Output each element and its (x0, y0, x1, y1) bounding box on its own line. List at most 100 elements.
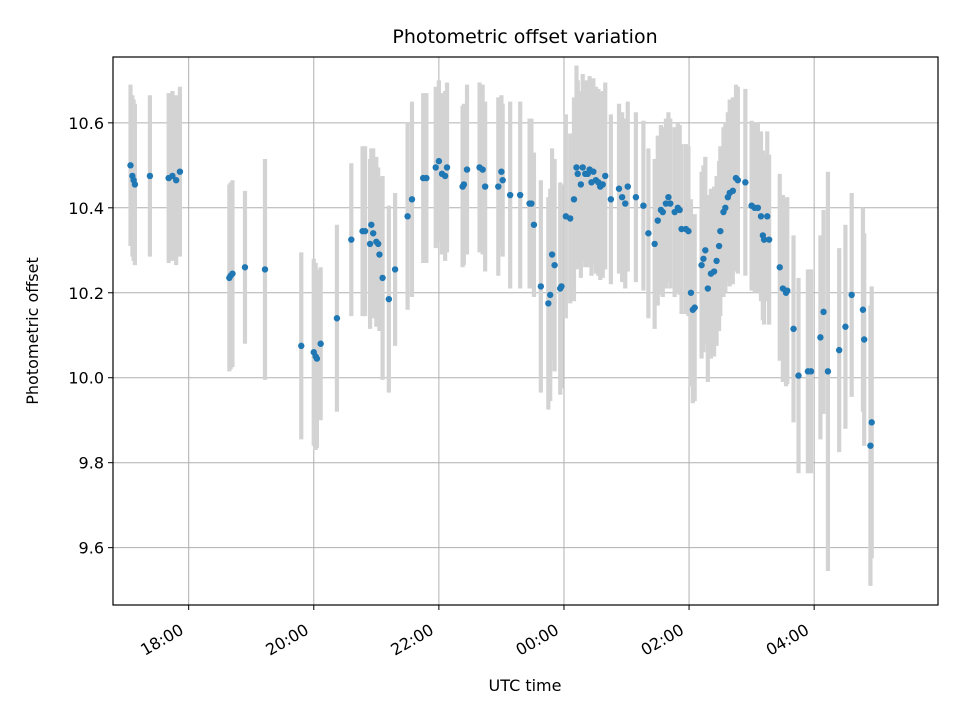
data-point (408, 196, 416, 203)
data-point (662, 200, 670, 207)
data-point (317, 340, 324, 347)
data-point (404, 213, 411, 220)
data-point (443, 164, 451, 171)
data-point (624, 183, 631, 190)
data-point (784, 287, 791, 294)
data-point (820, 308, 827, 316)
data-point (516, 191, 524, 199)
data-point (298, 342, 305, 350)
y-tick-label: 10.4 (68, 199, 104, 218)
data-point (579, 164, 586, 171)
data-point (460, 181, 468, 188)
data-point (754, 204, 762, 212)
data-point (710, 268, 718, 275)
data-point (229, 270, 236, 277)
data-point (667, 200, 674, 207)
data-point (313, 355, 321, 362)
data-point (441, 172, 449, 180)
data-point (176, 168, 184, 175)
data-point (713, 257, 720, 265)
data-point (463, 166, 471, 173)
data-point (479, 166, 486, 173)
data-point (700, 255, 707, 262)
data-point (423, 174, 430, 182)
data-point (530, 221, 538, 228)
data-point (645, 230, 652, 237)
data-point (651, 240, 658, 248)
data-point (567, 215, 574, 222)
data-point (127, 162, 134, 169)
data-point (570, 196, 578, 203)
data-point (499, 176, 506, 184)
data-points (127, 157, 875, 449)
data-point (817, 334, 824, 341)
data-point (577, 181, 585, 188)
data-point (764, 213, 771, 220)
data-point (172, 176, 180, 184)
data-point (375, 240, 382, 248)
data-point (599, 181, 606, 188)
data-point (665, 193, 672, 201)
data-point (860, 336, 868, 343)
data-point (795, 372, 802, 379)
data-point (757, 213, 765, 220)
data-point (333, 315, 341, 322)
data-point (495, 183, 502, 190)
data-point (348, 236, 355, 243)
data-point (654, 217, 661, 224)
data-point (369, 230, 377, 237)
y-axis-ticks: 9.6 9.8 10.0 10.2 10.4 10.6 (68, 114, 113, 558)
data-point (687, 289, 695, 296)
data-point (547, 291, 554, 299)
data-point (361, 227, 369, 235)
data-point (376, 251, 383, 258)
data-point (678, 225, 685, 233)
data-point (432, 164, 439, 171)
data-point (704, 285, 712, 292)
data-point (618, 193, 626, 201)
data-point (776, 264, 783, 271)
data-point (632, 193, 640, 201)
data-point (558, 283, 565, 290)
data-point (379, 274, 386, 282)
data-point (698, 261, 705, 269)
data-point (261, 266, 269, 273)
data-point (715, 242, 723, 250)
data-point (868, 419, 875, 426)
data-point (734, 176, 742, 184)
data-point (835, 346, 843, 354)
data-point (790, 325, 797, 333)
data-point (622, 200, 629, 207)
data-point (824, 368, 832, 375)
data-point (640, 202, 647, 209)
data-point (607, 196, 615, 203)
data-point (590, 168, 597, 175)
data-point (241, 264, 249, 271)
y-tick-label: 10.0 (68, 369, 104, 388)
data-point (859, 306, 867, 313)
data-point (867, 442, 874, 449)
data-point (498, 168, 505, 175)
data-point (602, 172, 609, 180)
data-point (545, 300, 552, 307)
x-axis-label: UTC time (489, 676, 562, 695)
data-point (366, 240, 374, 248)
data-point (528, 200, 535, 207)
data-point (842, 323, 849, 330)
plot-frame (112, 56, 939, 606)
data-point (765, 236, 773, 243)
y-tick-label: 9.8 (79, 454, 104, 473)
data-point (760, 236, 768, 243)
data-point (537, 283, 545, 290)
data-point (691, 304, 698, 311)
data-point (506, 191, 514, 199)
data-point (848, 291, 855, 299)
data-point (717, 227, 724, 235)
data-point (676, 206, 683, 214)
data-point (574, 170, 581, 178)
data-point (169, 172, 176, 180)
data-point (368, 221, 375, 228)
data-point (573, 164, 580, 171)
data-point (548, 251, 556, 258)
